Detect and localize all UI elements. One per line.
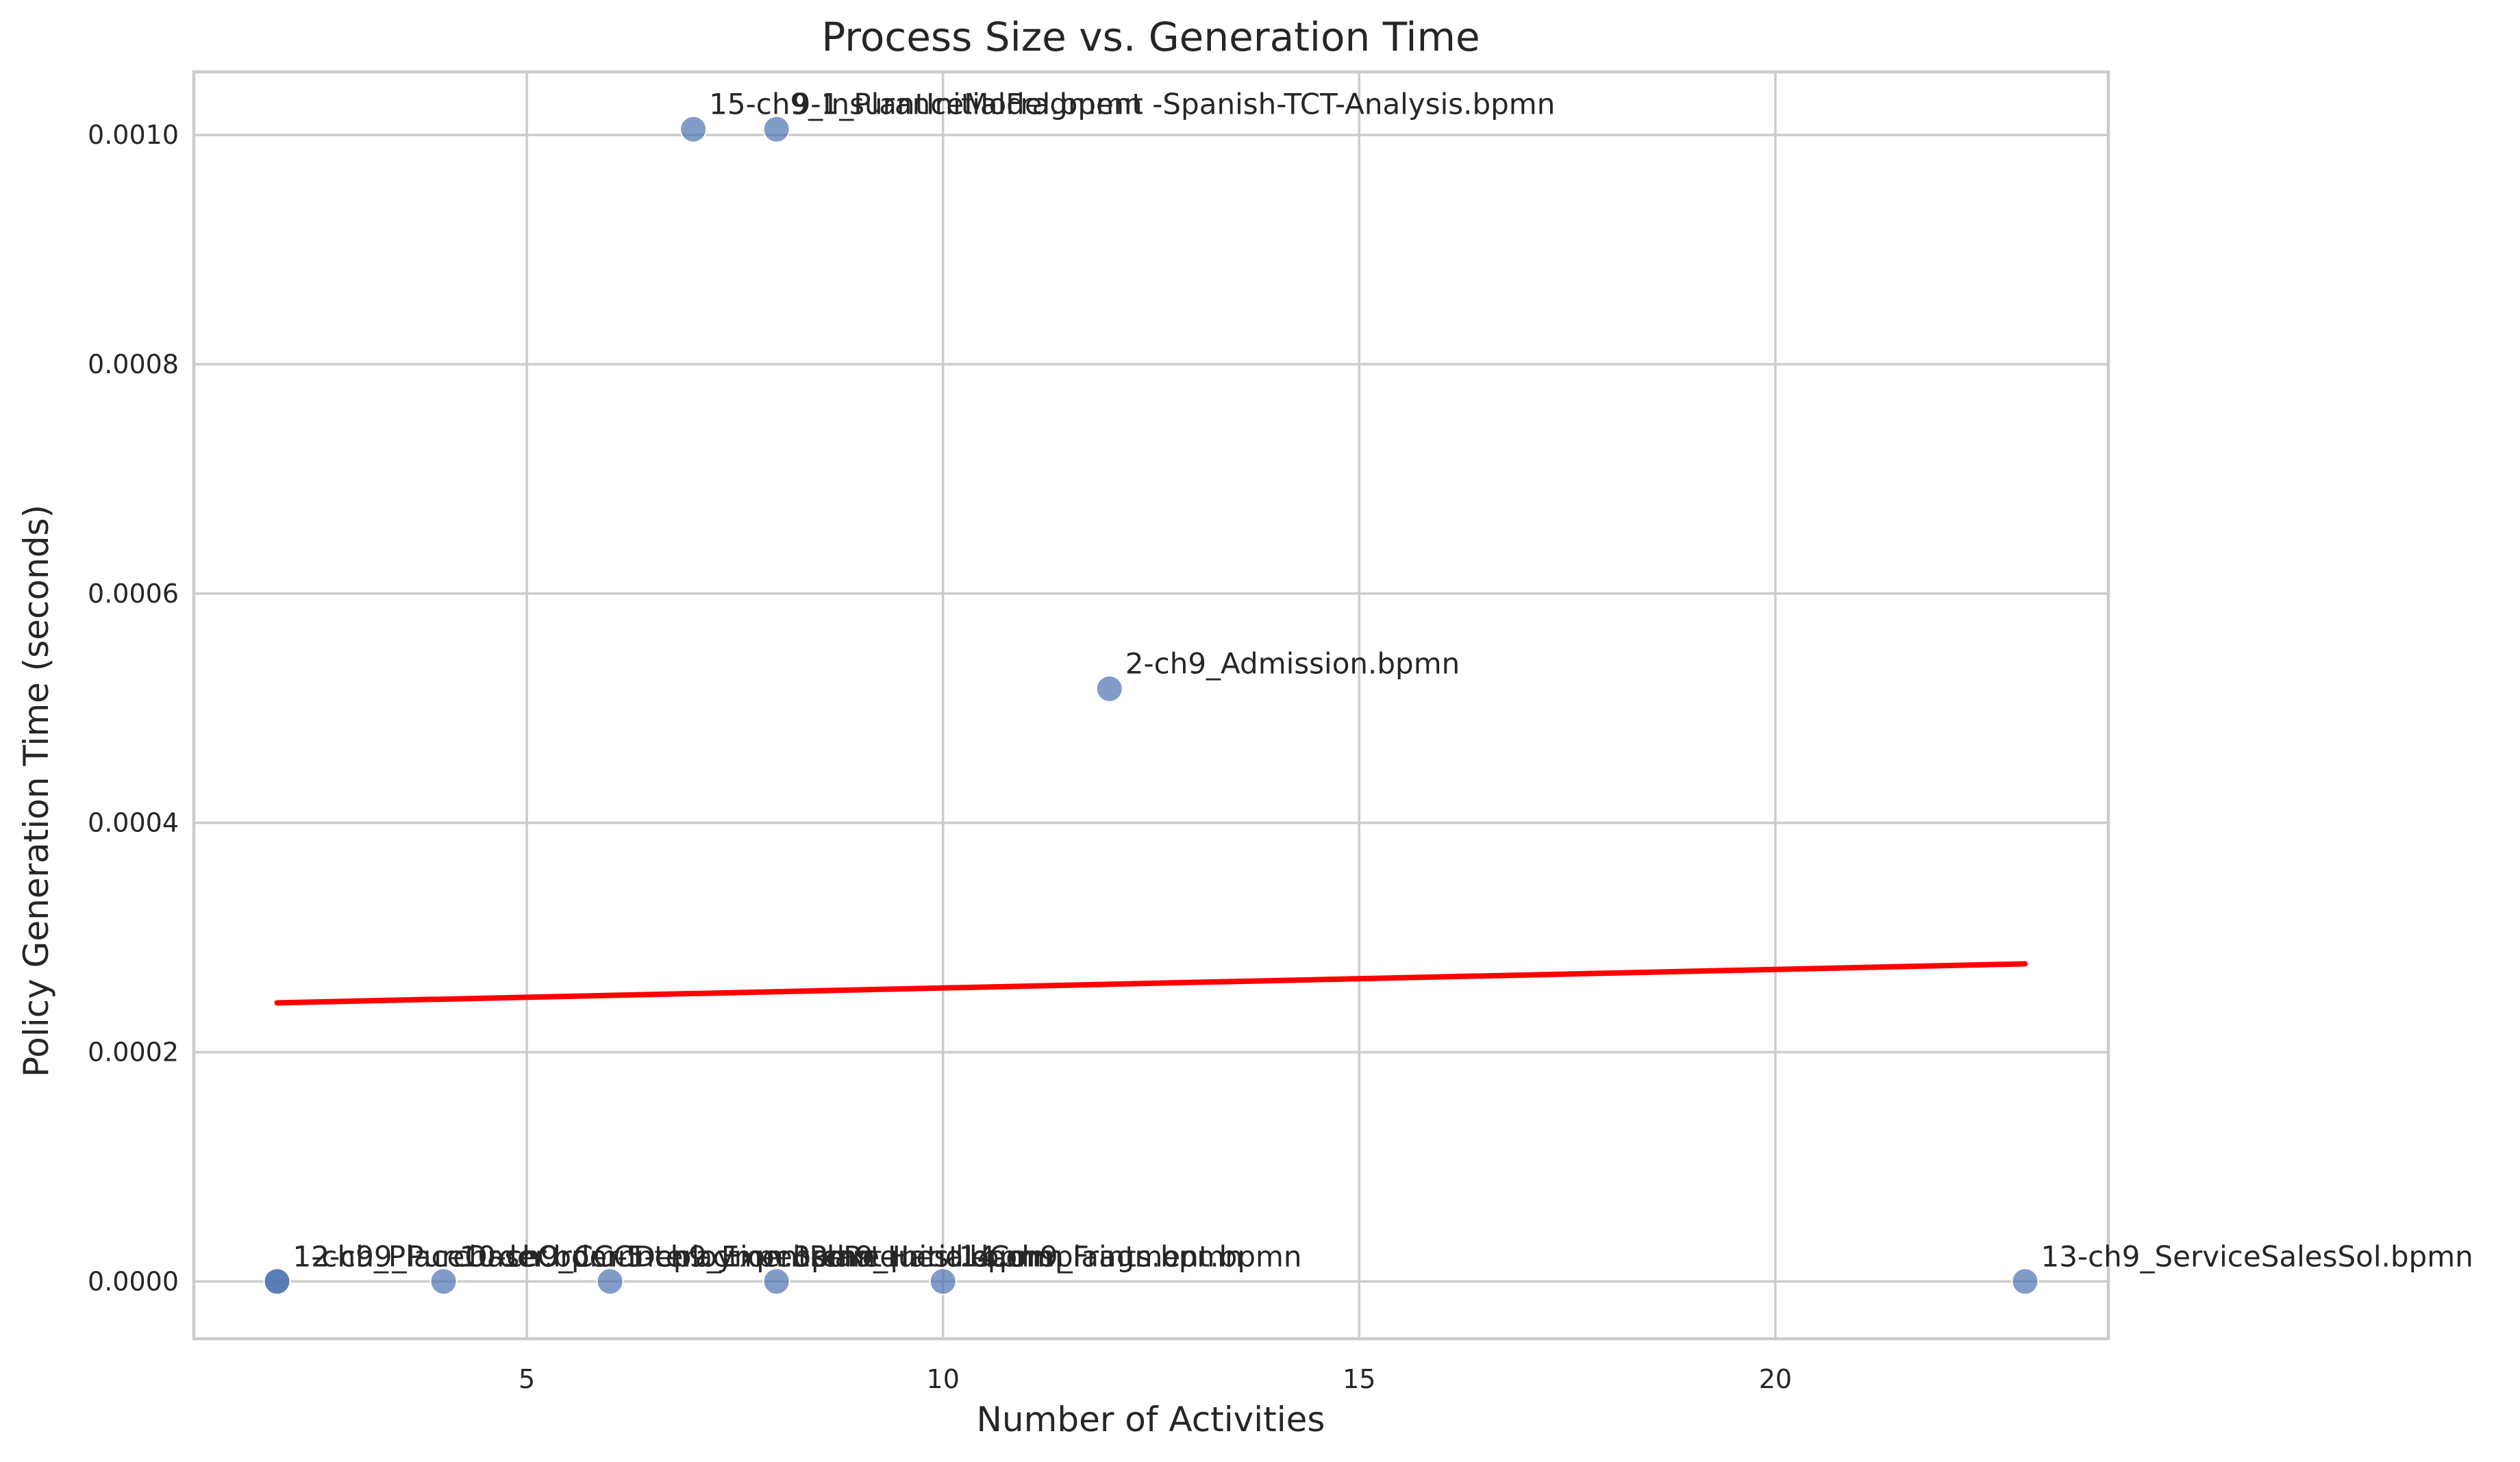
data-point	[429, 1268, 458, 1296]
x-tick-labels: 5 10 15 20	[519, 1364, 1792, 1394]
data-point	[679, 115, 708, 143]
data-point	[929, 1268, 957, 1296]
point-label: 5-ch9_ExpenseRequest.bpmn	[626, 1239, 1052, 1273]
y-tick-label: 0.0010	[88, 120, 179, 150]
data-point	[762, 1268, 790, 1296]
point-label: 3-ch9_HandleComplaints.bpmn	[793, 1239, 1243, 1273]
x-tick-label: 15	[1343, 1364, 1375, 1394]
y-axis-label: Policy Generation Time (seconds)	[16, 505, 56, 1077]
data-points	[263, 115, 2039, 1296]
point-label: 14-ch9_Fragment.bpmn	[959, 1239, 1302, 1273]
plot-frame	[192, 70, 2110, 1341]
data-point	[762, 115, 790, 143]
data-point	[596, 1268, 624, 1296]
point-label: 9-1_PlantInitialFragment -Spanish-TCT-An…	[793, 88, 1556, 121]
data-point	[2011, 1268, 2039, 1296]
chart-title: Process Size vs. Generation Time	[821, 14, 1480, 60]
y-tick-label: 0.0002	[88, 1037, 179, 1067]
y-tick-label: 0.0006	[88, 579, 179, 609]
grid	[194, 72, 2108, 1339]
point-label: 13-ch9_ServiceSalesSol.bpmn	[2041, 1239, 2473, 1273]
y-tick-label: 0.0000	[88, 1266, 179, 1296]
point-label: 10-ch9_CCCDeploymentPlant-Initial.bpmn	[460, 1239, 1064, 1273]
point-label: 12-ch9_PurchaseOrder-Interaction.bpmn	[293, 1239, 876, 1273]
x-tick-label: 5	[519, 1364, 535, 1394]
y-tick-label: 0.0004	[88, 808, 179, 838]
x-tick-label: 10	[927, 1364, 960, 1394]
data-point	[1095, 675, 1123, 703]
point-label: 1-ch9_PlaceOrder.bpmn	[293, 1239, 636, 1273]
x-axis-label: Number of Activities	[977, 1400, 1325, 1439]
point-annotations: 1-ch9_PlaceOrder.bpmn12-ch9_PurchaseOrde…	[293, 88, 2473, 1274]
y-tick-labels: 0.0000 0.0002 0.0004 0.0006 0.0008 0.0010	[88, 120, 179, 1296]
data-point	[263, 1268, 291, 1296]
y-tick-label: 0.0008	[88, 349, 179, 379]
x-tick-label: 20	[1759, 1364, 1792, 1394]
point-label: 2-ch9_Admission.bpmn	[1125, 647, 1460, 681]
point-label: 15-ch9_InsuranceModel.bpmn	[709, 88, 1142, 121]
trend-line	[274, 961, 2028, 1006]
